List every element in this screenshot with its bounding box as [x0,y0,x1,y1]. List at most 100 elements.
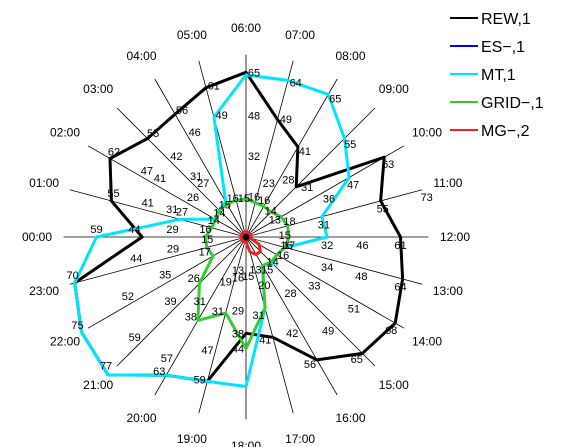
value-label: 65 [351,354,363,366]
value-label: 41 [154,173,166,185]
value-label: 48 [355,271,367,283]
value-label: 27 [197,178,209,190]
value-label: 16 [248,192,260,204]
value-label: 73 [421,192,433,204]
value-label: 65 [329,93,341,105]
value-label: 23 [263,178,275,190]
value-label: 32 [248,151,260,163]
hour-label: 21:00 [83,378,113,392]
value-label: 29 [232,306,244,318]
value-label: 31 [301,182,313,194]
value-label: 14 [267,257,279,269]
axis-line [198,60,247,238]
value-label: 64 [290,78,302,90]
axis-line [154,78,247,238]
axis-line [116,107,247,238]
value-label: 13 [249,265,261,277]
value-label: 42 [170,151,182,163]
value-label: 28 [282,175,294,187]
value-label: 15 [279,230,291,242]
value-label: 35 [159,269,171,281]
value-label: 38 [185,311,197,323]
value-label: 32 [321,240,333,252]
value-label: 15 [238,193,250,205]
value-label: 59 [90,224,102,236]
value-label: 59 [129,332,141,344]
axis-line [154,236,247,396]
value-label: 47 [201,345,213,357]
hour-label: 20:00 [126,411,156,425]
value-label: 55 [147,128,159,140]
hour-label: 16:00 [335,411,365,425]
value-label: 48 [248,110,260,122]
value-label: 56 [304,359,316,371]
value-label: 15 [242,271,254,283]
hour-label: 11:00 [433,176,462,190]
value-label: 49 [280,114,292,126]
value-label: 44 [130,253,142,265]
value-label: 39 [164,296,176,308]
hour-label: 04:00 [126,49,156,63]
value-label: 70 [66,270,78,282]
value-label: 55 [377,204,389,216]
hour-label: 10:00 [412,126,442,140]
value-label: 17 [199,247,211,259]
value-labels: 1629445914273141551426414762152731425516… [66,67,432,386]
value-label: 41 [259,334,271,346]
value-label: 13 [232,265,244,277]
axis-line [245,236,294,414]
axis-line [245,107,376,238]
axis-line [87,236,247,329]
value-label: 18 [283,216,295,228]
value-label: 15 [219,200,231,212]
value-label: 29 [166,224,178,236]
axis-line [87,145,247,238]
value-label: 38 [232,328,244,340]
value-label: 46 [356,240,368,252]
hour-label: 00:00 [22,230,52,244]
value-label: 29 [167,243,179,255]
hour-label: 14:00 [412,335,442,349]
value-label: 13 [269,214,281,226]
axis-line [245,236,338,396]
axis-line [245,60,294,238]
value-label: 61 [208,81,220,93]
value-label: 42 [286,328,298,340]
series-lines [73,70,405,388]
value-label: 68 [385,325,397,337]
hour-label: 08:00 [335,49,365,63]
value-label: 49 [215,110,227,122]
hour-label: 15:00 [379,378,409,392]
hour-label: 05:00 [177,28,207,42]
hour-label: 07:00 [285,28,315,42]
value-label: 56 [176,105,188,117]
value-label: 15 [261,265,273,277]
axis-line [198,236,247,414]
axis-line [116,236,247,367]
value-label: 17 [283,240,295,252]
axis-line [245,236,423,285]
hour-label: 13:00 [433,284,463,298]
axis-line [245,236,405,329]
value-label: 16 [277,250,289,262]
value-label: 16 [232,273,244,285]
value-label: 75 [71,320,83,332]
legend: REW,1 ES−,1 MT,1 GRID−,1 MG−,2 [450,11,544,140]
value-label: 44 [232,344,244,356]
value-label: 55 [107,188,119,200]
value-label: 61 [394,240,406,252]
hour-label: 03:00 [83,82,113,96]
value-label: 26 [188,273,200,285]
hour-label: 17:00 [285,432,315,446]
axis-line [245,189,423,238]
value-label: 64 [394,282,406,294]
value-label: 15 [201,234,213,246]
hour-label: 19:00 [177,432,207,446]
legend-label: GRID−,1 [481,95,544,112]
value-label: 14 [265,205,277,217]
value-label: 77 [100,361,112,373]
legend-label: MG−,2 [481,123,530,140]
value-label: 31 [252,310,264,322]
value-label: 63 [382,159,394,171]
